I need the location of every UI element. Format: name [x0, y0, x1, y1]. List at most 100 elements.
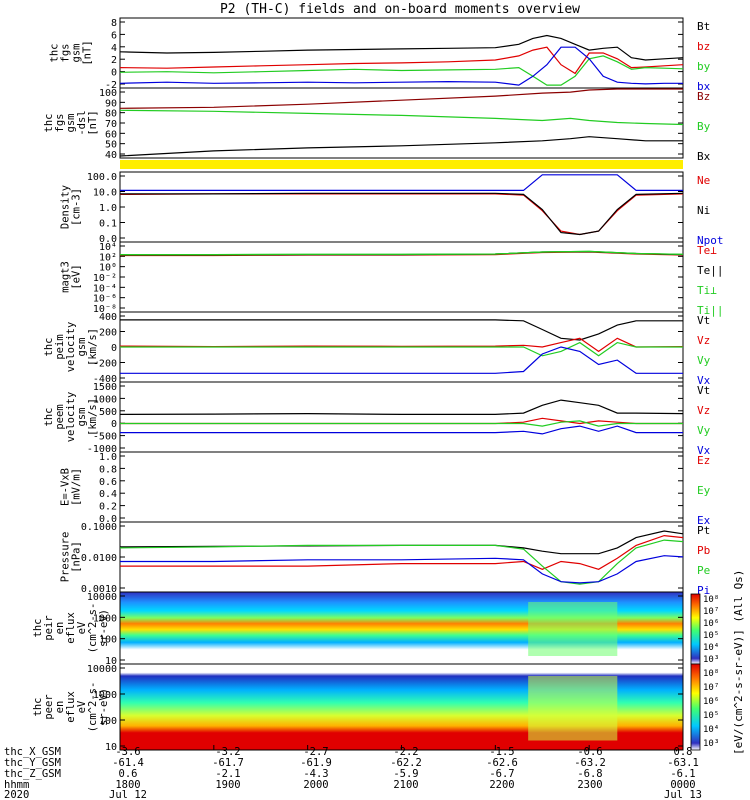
y-tick-label: -1000	[87, 444, 117, 455]
y-tick-label: 10000	[87, 592, 117, 603]
y-axis-label-line: E=-VxB	[60, 468, 72, 506]
y-tick-label: 1000	[93, 613, 117, 624]
legend-npot: Npot	[697, 234, 724, 247]
y-axis-label-line: gsm	[71, 44, 83, 63]
legend-ez: Ez	[697, 454, 710, 467]
series-bt	[119, 34, 684, 61]
colorbar-tick-label: 10⁸	[703, 595, 719, 605]
legend-bx: Bx	[697, 150, 711, 163]
legend-by: By	[697, 120, 711, 133]
y-axis-label-line: [nT]	[82, 40, 94, 65]
series-vt	[119, 399, 684, 415]
legend-vt: Vt	[697, 314, 710, 327]
series-vx	[120, 346, 683, 374]
y-axis-label-line: gsm	[76, 338, 88, 357]
y-tick-label: 0	[111, 68, 117, 79]
y-axis-label-line: eflux	[65, 691, 77, 723]
y-tick-label: 0.2	[99, 502, 117, 513]
y-tick-label: 10⁻⁴	[93, 283, 117, 294]
legend-vz: Vz	[697, 334, 710, 347]
colorbar-tick-label: 10⁶	[703, 697, 719, 707]
legend-ex: Ex	[697, 514, 711, 527]
y-axis-label-line: gsm	[65, 114, 77, 133]
y-tick-label: 0	[111, 419, 117, 430]
panel-10: 10000 1000 100 10 thc peer en eflux eV (cm^2-s-sr…	[32, 663, 684, 753]
series-ni	[120, 192, 684, 236]
x-row-label: thc_Y_GSM	[4, 757, 61, 769]
x-tick-value: 2100	[393, 779, 418, 791]
y-axis-label-line: [km/s]	[87, 328, 99, 366]
x-tick-value: Jul 13	[664, 789, 702, 800]
y-tick-label: 400	[99, 312, 117, 323]
y-axis-label-line: velocity	[65, 392, 77, 443]
y-tick-label: 4	[111, 43, 117, 54]
legend-vz: Vz	[697, 404, 710, 417]
legend-bz: bz	[697, 40, 710, 53]
x-tick-value: -61.7	[212, 757, 244, 769]
y-tick-label: 0	[111, 343, 117, 354]
series-by	[119, 109, 684, 126]
legend-ey: Ey	[697, 484, 711, 497]
legend-pt: Pt	[697, 524, 710, 537]
colorbar-tick-label: 10³	[703, 655, 719, 665]
series-vy	[120, 341, 683, 357]
y-axis-label-line: sr-eV)	[98, 688, 110, 726]
y-tick-label: -500	[93, 432, 117, 443]
y-tick-label: 0.1000	[81, 522, 117, 533]
x-tick-value: 1900	[215, 779, 240, 791]
y-tick-label: 0.1	[99, 219, 117, 230]
y-tick-label: 6	[111, 30, 117, 41]
y-axis-label-line: [mV/m]	[71, 468, 83, 506]
colorbar-tick-label: 10⁵	[703, 631, 719, 641]
y-tick-label: 10⁻⁶	[93, 294, 117, 305]
x-tick-value: -3.6	[115, 746, 140, 758]
legend-ne: Ne	[697, 174, 710, 187]
legend-bt: Bt	[697, 20, 710, 33]
x-tick-value: 1800	[115, 779, 140, 791]
y-tick-label: 100	[99, 716, 117, 727]
y-tick-label: 1.0	[99, 452, 117, 463]
y-axis-label-line: en	[54, 701, 66, 714]
y-axis-label-line: [eV]	[71, 264, 83, 289]
y-tick-label: -2	[105, 80, 117, 91]
legend-pe: Pe	[697, 564, 710, 577]
y-axis-label-line: Pressure	[60, 532, 72, 583]
spectrogram-event	[528, 676, 618, 741]
y-tick-label: 60	[105, 129, 117, 140]
colorbar-tick-label: 10⁴	[703, 725, 719, 735]
x-tick-value: -6.7	[489, 768, 514, 780]
series-vz	[120, 417, 683, 425]
y-axis-label-line: magt3	[60, 261, 72, 293]
y-axis-label-line: eV	[76, 700, 88, 713]
y-axis-label-line: peer	[43, 694, 55, 719]
series-vx	[120, 425, 683, 435]
y-tick-label: 1000	[93, 690, 117, 701]
colorbar-tick-label: 10⁷	[703, 683, 719, 693]
y-tick-label: 8	[111, 18, 117, 29]
y-tick-label: 70	[105, 119, 117, 130]
legend-ti⊥: Ti⊥	[697, 284, 717, 297]
x-tick-value: 2300	[577, 779, 602, 791]
colorbar: 10⁸ 10⁷ 10⁶ 10⁵ 10⁴ 10³ 10⁸ 10⁷ 10⁶ 10⁵ 10⁴ 10³ [eV…	[690, 570, 745, 755]
x-row-label: hhmm	[4, 779, 29, 791]
panel-5: 400 200 0 -200 -400 thc peim velocity gsm [km/s] V…	[43, 311, 711, 387]
quality-flag-bar	[120, 160, 683, 169]
panel-frame	[119, 87, 684, 159]
colorbar-label: [eV/(cm^2-s-sr-eV)] (All Qs)	[732, 570, 745, 755]
y-tick-label: 10⁰	[99, 263, 117, 274]
y-tick-label: 10⁴	[99, 242, 117, 253]
colorbar-tick-label: 10⁸	[703, 669, 719, 679]
y-tick-label: 1000	[93, 394, 117, 405]
x-tick-value: -63.1	[667, 757, 699, 769]
y-axis-label-line: [km/s]	[87, 398, 99, 436]
x-tick-value: -63.2	[574, 757, 606, 769]
y-tick-label: 2	[111, 55, 117, 66]
y-axis-label-line: peim	[54, 334, 66, 359]
y-axis-label-line: thc	[32, 619, 44, 638]
y-tick-label: 10⁻²	[93, 273, 117, 284]
y-tick-label: 0.6	[99, 477, 117, 488]
x-tick-value: -4.3	[303, 768, 328, 780]
panel-7: 1.00.8 0.60.4 0.20.0 E=-VxB [mV/m] Ez Ey Ex	[60, 451, 711, 527]
x-tick-value: -6.8	[577, 768, 602, 780]
